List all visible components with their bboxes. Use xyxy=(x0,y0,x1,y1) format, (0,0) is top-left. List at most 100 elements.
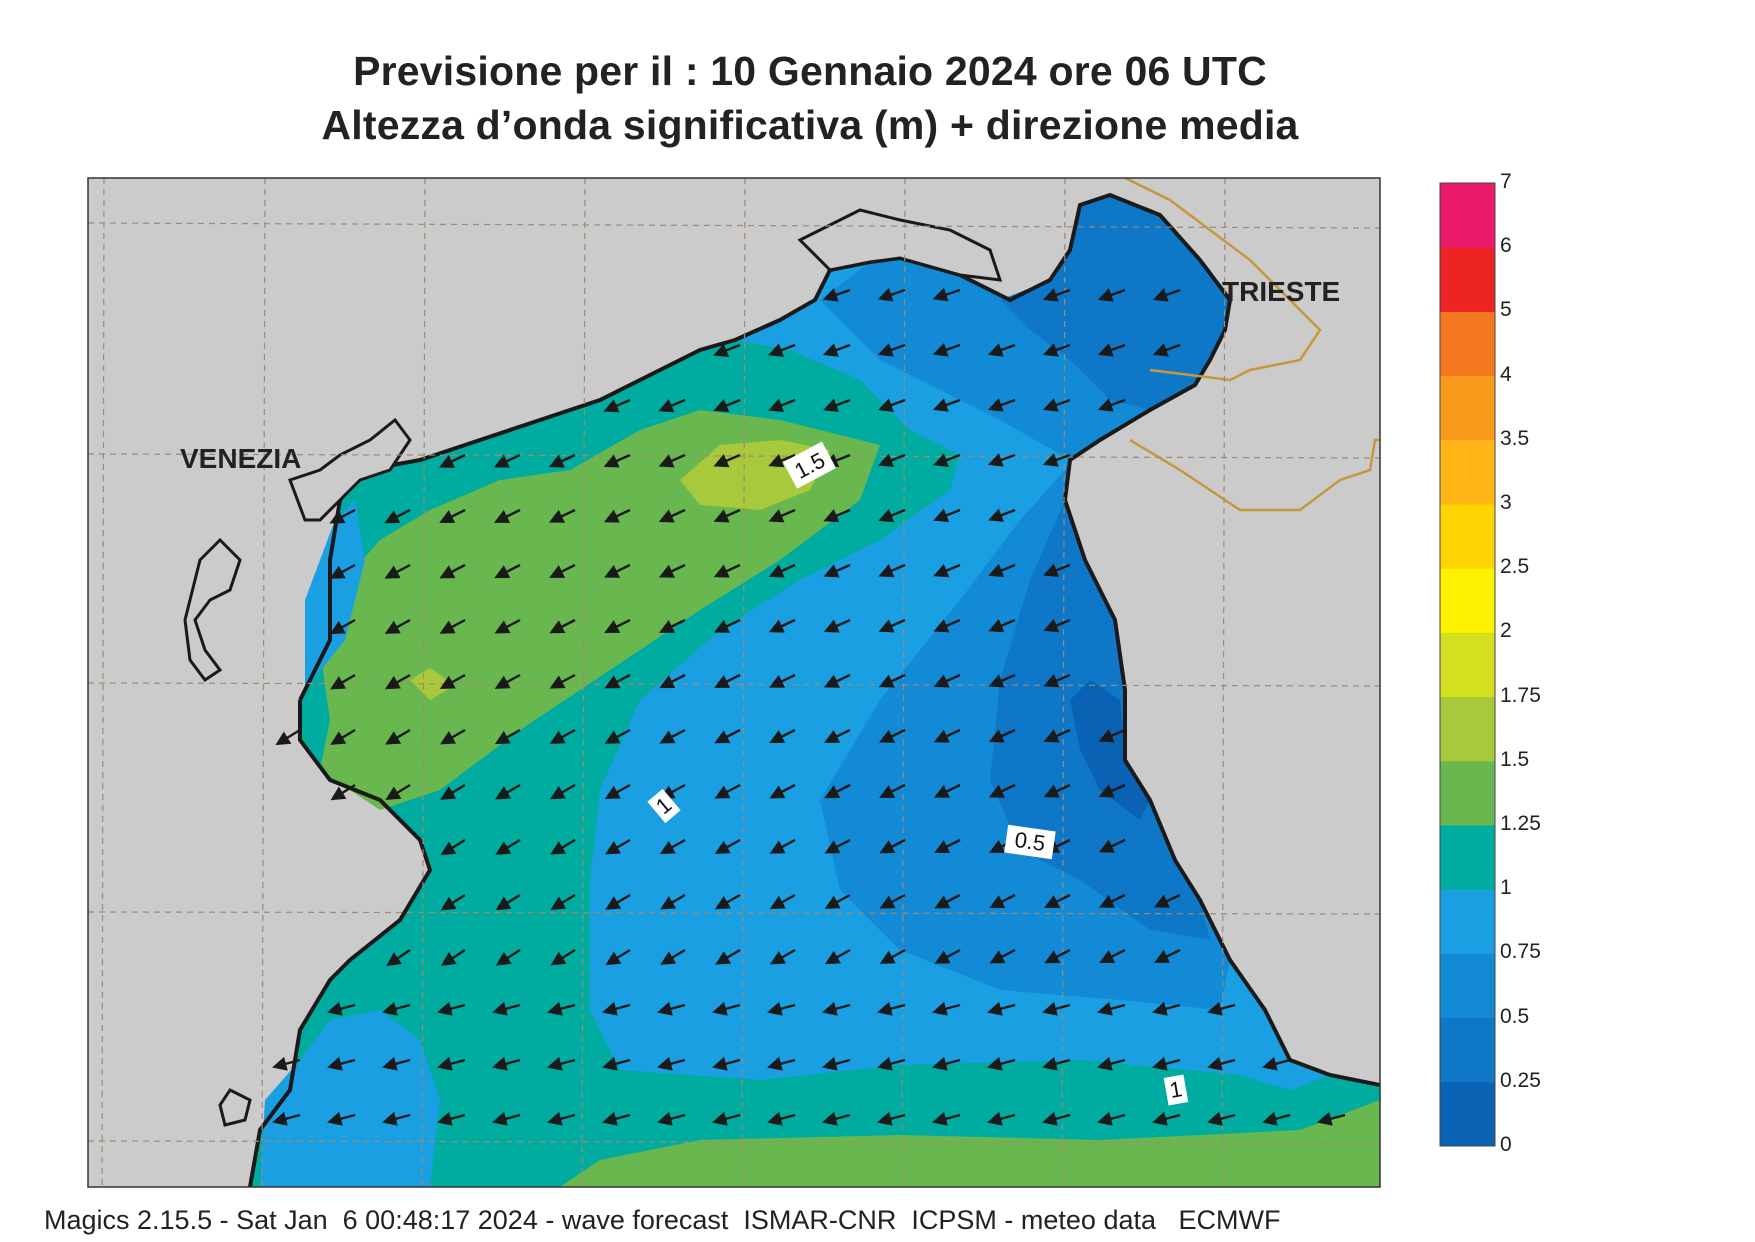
wave-direction-arrow xyxy=(1042,453,1071,467)
wave-direction-arrow xyxy=(658,563,686,578)
wave-direction-arrow xyxy=(768,398,796,413)
wave-direction-arrow xyxy=(494,673,521,689)
wave-direction-arrow xyxy=(933,563,961,578)
wave-direction-arrow xyxy=(329,508,356,524)
wave-direction-arrow xyxy=(1152,1056,1181,1071)
wave-direction-arrow xyxy=(932,1001,961,1016)
wave-direction-arrow xyxy=(823,508,851,523)
wave-direction-arrow xyxy=(934,838,961,853)
wave-direction-arrow xyxy=(822,1111,851,1126)
wave-direction-arrow xyxy=(658,508,686,523)
wave-direction-arrow xyxy=(715,948,741,965)
wave-direction-arrow xyxy=(988,508,1016,522)
wave-direction-arrow xyxy=(548,508,576,523)
wave-direction-arrow xyxy=(275,728,301,746)
wave-direction-arrow xyxy=(547,1111,576,1126)
wave-direction-arrows xyxy=(272,287,1346,1126)
wave-direction-arrow xyxy=(933,673,961,688)
wave-direction-arrow xyxy=(604,838,631,855)
wave-direction-arrow xyxy=(823,398,851,412)
wave-direction-arrow xyxy=(877,1056,906,1071)
wave-direction-arrow xyxy=(384,508,411,524)
wave-direction-arrow xyxy=(714,673,741,688)
wave-direction-arrow xyxy=(547,1056,576,1071)
wave-direction-arrow xyxy=(988,728,1016,743)
contour-label-group-4: 1 xyxy=(1163,1074,1189,1106)
colorbar-label: 0.5 xyxy=(1500,1004,1530,1028)
wave-direction-arrow xyxy=(437,1111,466,1126)
wave-direction-arrow xyxy=(932,398,961,412)
colorbar-label: 1.25 xyxy=(1500,812,1541,835)
wave-direction-arrow xyxy=(1098,783,1126,798)
wave-direction-arrow xyxy=(272,1111,301,1126)
colorbar-swatch xyxy=(1440,953,1495,1019)
wave-direction-arrow xyxy=(382,1056,411,1071)
colorbar-label: 3.5 xyxy=(1500,426,1530,450)
wave-direction-arrow xyxy=(714,893,741,910)
wave-direction-arrow xyxy=(439,673,466,690)
wave-direction-arrow xyxy=(1152,1111,1181,1126)
wave-direction-arrow xyxy=(767,1111,796,1126)
wave-direction-arrow xyxy=(492,1001,521,1016)
wave-direction-arrow xyxy=(548,453,576,468)
wave-direction-arrow xyxy=(439,728,466,745)
colorbar-label: 1.5 xyxy=(1500,747,1530,771)
wave-direction-arrow xyxy=(712,1056,741,1071)
wave-direction-arrow xyxy=(494,563,521,579)
wave-direction-arrow xyxy=(1099,948,1126,963)
wave-direction-arrow xyxy=(1097,1001,1126,1016)
wave-direction-arrow xyxy=(988,673,1016,688)
wave-direction-arrow xyxy=(604,783,631,800)
place-label-trieste: TRIESTE xyxy=(1222,276,1340,307)
wave-direction-arrow xyxy=(1042,398,1071,412)
colorbar-label: 2 xyxy=(1500,619,1512,643)
wave-direction-arrow xyxy=(386,949,411,967)
wave-direction-arrow xyxy=(713,453,741,468)
wave-direction-arrow xyxy=(605,893,631,910)
wave-direction-arrow xyxy=(1042,1001,1071,1016)
wave-direction-arrow xyxy=(1152,288,1181,302)
wave-direction-arrow xyxy=(712,1001,741,1016)
wave-direction-arrow xyxy=(549,728,576,744)
wave-direction-arrow xyxy=(932,287,961,302)
wave-direction-arrow xyxy=(327,1056,356,1071)
wave-direction-arrow xyxy=(877,398,906,412)
wave-direction-arrow xyxy=(549,563,576,578)
wave-direction-arrow xyxy=(877,287,906,302)
wave-direction-arrow xyxy=(1207,1111,1236,1126)
colorbar-label: 0 xyxy=(1500,1133,1512,1156)
colorbar-label: 4 xyxy=(1500,362,1512,386)
wave-direction-arrow xyxy=(439,508,466,523)
wave-direction-arrow xyxy=(439,563,466,579)
colorbar-label: 3 xyxy=(1500,491,1512,514)
wave-direction-arrow xyxy=(714,783,741,799)
wave-direction-arrow xyxy=(768,563,796,578)
colorbar-label: 0.25 xyxy=(1500,1068,1541,1092)
wave-direction-arrow xyxy=(932,1056,961,1071)
wave-direction-arrow xyxy=(824,893,851,909)
wave-direction-arrow xyxy=(713,398,741,413)
wave-direction-arrow xyxy=(769,728,796,743)
wave-direction-arrow xyxy=(824,948,851,965)
wave-direction-arrow xyxy=(933,453,961,467)
wave-direction-arrow xyxy=(933,728,961,743)
wave-direction-arrow xyxy=(492,1056,521,1071)
wave-direction-arrow xyxy=(659,728,686,744)
wave-direction-arrow xyxy=(604,673,631,689)
wave-direction-arrow xyxy=(385,783,411,801)
wave-direction-arrow xyxy=(879,783,906,798)
wave-direction-arrow xyxy=(769,838,796,854)
wave-direction-arrow xyxy=(769,893,796,910)
wave-direction-arrow xyxy=(604,563,631,578)
wave-direction-arrow xyxy=(603,453,631,468)
wave-direction-arrow xyxy=(1042,1111,1071,1126)
map-title-line2: Altezza d’onda significativa (m) + direz… xyxy=(321,102,1299,148)
colorbar-frame xyxy=(1439,182,1496,1147)
wave-direction-arrow xyxy=(1207,1056,1236,1071)
wave-direction-arrow xyxy=(987,398,1016,412)
colorbar-swatch xyxy=(1440,439,1495,505)
wave-direction-arrow xyxy=(987,343,1016,357)
wave-direction-arrow xyxy=(549,783,576,800)
wave-direction-arrow xyxy=(1098,728,1126,743)
wave-direction-arrow xyxy=(272,1056,301,1071)
